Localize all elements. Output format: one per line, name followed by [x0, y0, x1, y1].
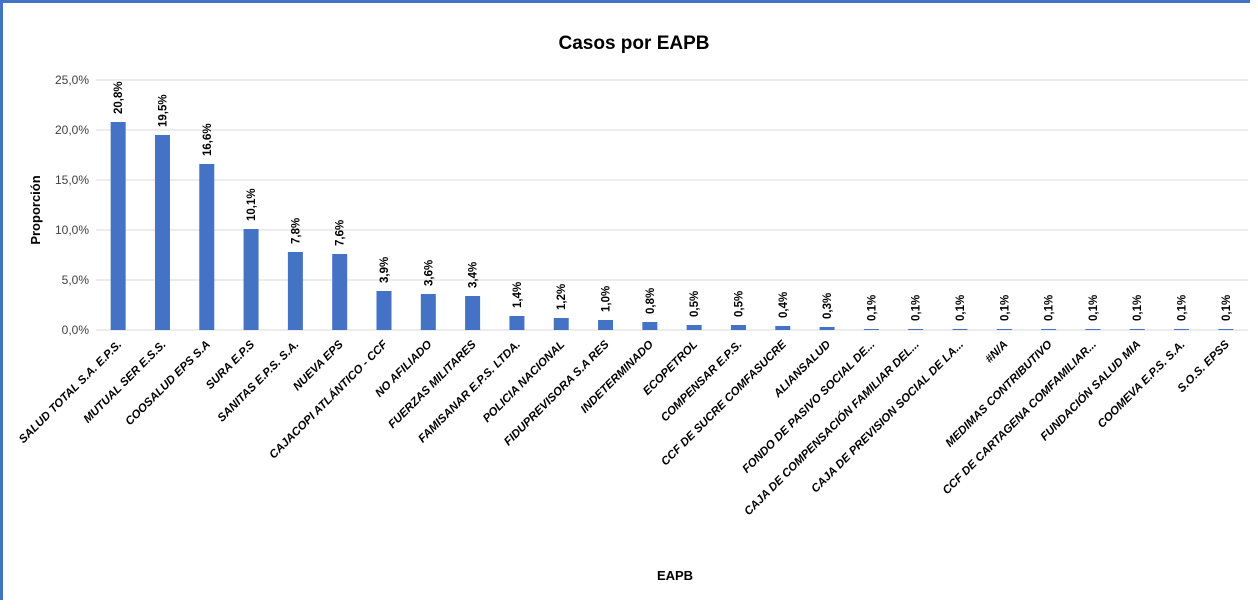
bar	[775, 326, 791, 330]
bar	[553, 318, 569, 330]
x-tick-label: MUTUAL SER E.S.S.	[82, 339, 169, 426]
data-label: 19,5%	[157, 94, 169, 127]
y-tick-label: 5,0%	[62, 273, 90, 287]
data-label: 7,6%	[335, 220, 347, 246]
bar	[243, 229, 259, 330]
data-label: 0,3%	[822, 293, 834, 319]
data-label: 0,8%	[645, 288, 657, 314]
bar	[1218, 329, 1234, 330]
y-tick-label: 15,0%	[55, 173, 89, 187]
data-label: 0,1%	[955, 295, 967, 321]
x-axis-ticks: SALUD TOTAL S.A. E.P.S.MUTUAL SER E.S.S.…	[17, 337, 1232, 518]
data-label: 16,6%	[202, 123, 214, 156]
bar	[952, 329, 968, 330]
x-tick-label: FUERZAS MILITARES	[386, 338, 479, 431]
bar	[996, 329, 1012, 330]
data-label: 0,1%	[1177, 295, 1189, 321]
chart-title: Casos por EAPB	[559, 33, 710, 54]
y-tick-label: 20,0%	[55, 123, 89, 137]
x-tick-label: CAJA DE PREVISION SOCIAL DE LA...	[809, 339, 966, 496]
bar-chart: Casos por EAPB 0,0% 5,0% 10,0% 15,0% 20,0% 25…	[17, 33, 1248, 583]
data-label: 1,2%	[556, 284, 568, 310]
bar	[819, 327, 835, 330]
x-tick-label: COOSALUD EPS S.A	[124, 339, 213, 428]
x-tick-label: POLICIA NACIONAL	[481, 339, 567, 425]
gridlines	[96, 79, 1248, 331]
bar	[863, 329, 879, 330]
bar	[1041, 329, 1057, 330]
x-tick-label: SANITAS E.P.S. S.A.	[216, 339, 302, 425]
bar	[1085, 329, 1101, 330]
bar	[199, 164, 215, 330]
bar	[287, 252, 303, 330]
data-label: 3,9%	[379, 257, 391, 283]
bar	[154, 135, 170, 330]
data-label: 0,1%	[1221, 295, 1233, 321]
data-label: 0,1%	[866, 295, 878, 321]
data-label: 3,6%	[423, 260, 435, 286]
x-tick-label: COMPENSAR E.P.S.	[659, 339, 745, 425]
data-label: 0,1%	[999, 295, 1011, 321]
data-label: 1,4%	[512, 282, 524, 308]
bar	[598, 320, 614, 330]
bar	[908, 329, 924, 330]
data-label: 0,1%	[1088, 295, 1100, 321]
x-tick-label: COOMEVA E.P.S. S.A.	[1096, 339, 1188, 431]
x-tick-label: CCF DE CARTAGENA COMFAMILIAR...	[941, 339, 1099, 497]
bar	[1174, 329, 1190, 330]
data-label: 1,0%	[601, 286, 613, 312]
x-tick-label: #N/A	[983, 339, 1010, 366]
data-label: 0,1%	[1044, 295, 1056, 321]
data-label: 0,4%	[778, 292, 790, 318]
data-label: 0,1%	[1132, 295, 1144, 321]
bar	[420, 294, 436, 330]
data-label: 7,8%	[290, 218, 302, 244]
y-tick-label: 0,0%	[62, 323, 90, 337]
data-labels: 20,8% 19,5% 16,6% 10,1% 7,8% 7,6% 3,9% 3,6% 3,4%…	[113, 81, 1233, 321]
bars	[110, 122, 1234, 330]
bar	[110, 122, 126, 330]
y-axis-title: Proporción	[28, 175, 43, 244]
x-axis-title: EAPB	[657, 568, 693, 583]
data-label: 0,5%	[733, 291, 745, 317]
y-axis-ticks: 0,0% 5,0% 10,0% 15,0% 20,0% 25,0%	[55, 73, 89, 337]
bar	[730, 325, 746, 330]
bar	[1129, 329, 1145, 330]
bar	[376, 291, 392, 330]
bar	[332, 254, 348, 330]
data-label: 3,4%	[468, 262, 480, 288]
y-tick-label: 25,0%	[55, 73, 89, 87]
bar	[686, 325, 702, 330]
data-label: 0,5%	[689, 291, 701, 317]
data-label: 20,8%	[113, 81, 125, 114]
y-tick-label: 10,0%	[55, 223, 89, 237]
data-label: 0,1%	[911, 295, 923, 321]
bar	[465, 296, 481, 330]
data-label: 10,1%	[246, 188, 258, 221]
bar	[642, 322, 658, 330]
bar	[509, 316, 525, 330]
